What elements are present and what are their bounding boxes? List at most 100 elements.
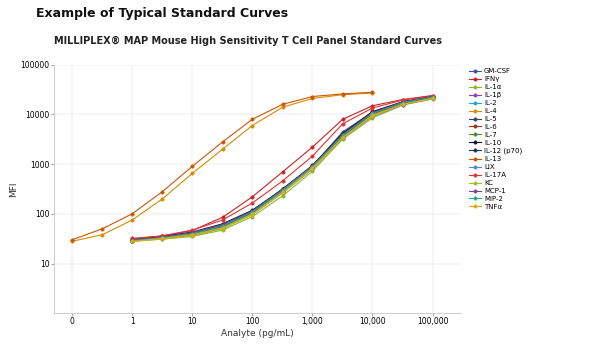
IFNγ — [249, 195, 256, 199]
IL-5 — [339, 134, 346, 139]
TNFα — [339, 135, 346, 140]
MIP-2 — [189, 231, 196, 236]
MIP-2 — [429, 95, 436, 99]
MIP-2 — [249, 210, 256, 214]
IL-6 — [189, 231, 196, 235]
GM-CSF — [219, 225, 226, 229]
KC — [308, 167, 316, 171]
IL-1α — [429, 97, 436, 101]
IL-10 — [189, 230, 196, 234]
IL-5 — [189, 233, 196, 237]
IL-2 — [339, 132, 346, 136]
IL-6 — [369, 109, 376, 114]
IL-12 (p70) — [159, 235, 166, 240]
IL-10 — [159, 234, 166, 239]
IL-2 — [369, 111, 376, 116]
IL-12 (p70) — [279, 188, 286, 193]
IL-12 (p70) — [129, 238, 136, 243]
IL-17A — [249, 201, 256, 205]
LIX — [129, 238, 136, 243]
IL-1β — [369, 114, 376, 118]
LIX — [219, 225, 226, 230]
IL-1α — [189, 234, 196, 239]
IL-13 — [369, 90, 376, 94]
Text: MILLIPLEX® MAP Mouse High Sensitivity T Cell Panel Standard Curves: MILLIPLEX® MAP Mouse High Sensitivity T … — [54, 36, 442, 46]
IL-17A — [399, 98, 406, 102]
IL-12 (p70) — [189, 231, 196, 236]
TNFα — [279, 190, 286, 194]
IL-10 — [339, 131, 346, 136]
LIX — [308, 166, 316, 170]
TNFα — [399, 102, 406, 106]
IL-5 — [369, 113, 376, 117]
Line: IL-1α: IL-1α — [131, 97, 434, 243]
IFNγ — [189, 229, 196, 233]
IL-7 — [399, 101, 406, 105]
IL-17A — [279, 179, 286, 183]
IL-6 — [279, 187, 286, 192]
IL-17A — [159, 234, 166, 238]
IL-1α — [219, 228, 226, 232]
LIX — [339, 135, 346, 139]
Line: IL-1β: IL-1β — [131, 97, 434, 242]
TNFα — [219, 226, 226, 230]
IL-17A — [189, 228, 196, 232]
IFNγ — [399, 97, 406, 102]
Line: IL-5: IL-5 — [131, 96, 434, 242]
IFNγ — [369, 104, 376, 108]
IL-1β — [279, 191, 286, 195]
LIX — [189, 233, 196, 237]
IL-4 — [129, 218, 136, 222]
MCP-1 — [369, 111, 376, 115]
IFNγ — [429, 94, 436, 98]
IL-1α — [159, 237, 166, 241]
IL-2 — [249, 210, 256, 214]
IL-1β — [159, 236, 166, 240]
IL-10 — [129, 238, 136, 242]
TNFα — [369, 113, 376, 117]
GM-CSF — [369, 110, 376, 114]
Line: IL-13: IL-13 — [70, 90, 374, 242]
Line: IL-12 (p70): IL-12 (p70) — [131, 95, 434, 242]
IL-13 — [308, 94, 316, 99]
KC — [429, 96, 436, 101]
GM-CSF — [339, 130, 346, 134]
LIX — [369, 113, 376, 117]
TNFα — [129, 239, 136, 243]
IL-7 — [249, 211, 256, 215]
IFNγ — [159, 234, 166, 238]
IL-10 — [308, 163, 316, 168]
IL-5 — [159, 235, 166, 240]
Line: MCP-1: MCP-1 — [131, 95, 434, 242]
IL-1β — [129, 238, 136, 243]
IL-5 — [429, 96, 436, 100]
Line: MIP-2: MIP-2 — [131, 95, 434, 242]
KC — [339, 136, 346, 140]
IL-5 — [219, 225, 226, 230]
IL-4 — [308, 96, 316, 101]
MCP-1 — [399, 100, 406, 104]
LIX — [159, 236, 166, 240]
Line: IL-6: IL-6 — [131, 95, 434, 242]
IL-6 — [399, 100, 406, 104]
Line: IL-10: IL-10 — [131, 95, 434, 242]
IL-17A — [129, 237, 136, 241]
IL-1α — [249, 215, 256, 219]
IL-10 — [369, 110, 376, 114]
GM-CSF — [429, 96, 436, 101]
IL-7 — [219, 225, 226, 229]
IFNγ — [129, 236, 136, 240]
IL-1β — [189, 233, 196, 238]
IL-7 — [339, 134, 346, 138]
MIP-2 — [369, 111, 376, 116]
IFNγ — [308, 145, 316, 149]
X-axis label: Analyte (pg/mL): Analyte (pg/mL) — [221, 329, 294, 338]
MCP-1 — [249, 209, 256, 213]
Line: GM-CSF: GM-CSF — [131, 97, 434, 242]
GM-CSF — [159, 235, 166, 240]
IL-5 — [308, 166, 316, 170]
IL-13 — [189, 164, 196, 168]
IL-13 — [129, 212, 136, 216]
Line: IL-17A: IL-17A — [131, 94, 434, 241]
MCP-1 — [159, 235, 166, 239]
